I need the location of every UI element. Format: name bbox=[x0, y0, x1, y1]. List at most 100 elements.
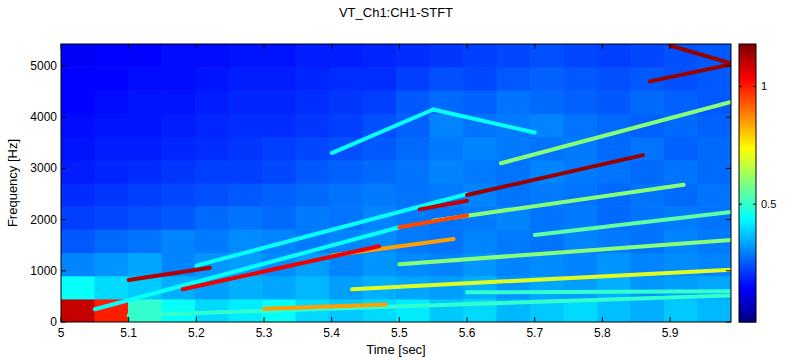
heatmap-cell bbox=[597, 299, 631, 322]
y-tick bbox=[726, 270, 731, 271]
heatmap-cell bbox=[463, 67, 497, 91]
heatmap-cell bbox=[162, 229, 196, 253]
heatmap-cell bbox=[95, 90, 129, 114]
heatmap-cell bbox=[530, 44, 564, 68]
heatmap-cell bbox=[363, 90, 397, 114]
heatmap-cell bbox=[463, 276, 497, 300]
heatmap-cell bbox=[530, 67, 564, 91]
heatmap-cell bbox=[463, 160, 497, 184]
x-tick bbox=[196, 317, 197, 322]
heatmap-cell bbox=[530, 90, 564, 114]
heatmap-cell bbox=[363, 299, 397, 322]
heatmap-cell bbox=[61, 90, 95, 114]
y-tick bbox=[61, 66, 66, 67]
heatmap-cell bbox=[229, 183, 263, 207]
plot-frame bbox=[61, 44, 731, 322]
heatmap-cell bbox=[262, 67, 296, 91]
heatmap-cell bbox=[698, 160, 732, 184]
x-tick bbox=[467, 317, 468, 322]
heatmap-cell bbox=[530, 206, 564, 230]
heatmap-cell bbox=[430, 253, 464, 277]
heatmap-cell bbox=[329, 160, 363, 184]
heatmap-cell bbox=[664, 299, 698, 322]
y-tick bbox=[61, 168, 66, 169]
heatmap-cell bbox=[363, 137, 397, 161]
ridge-line bbox=[399, 240, 731, 264]
x-tick-label: 5.3 bbox=[256, 326, 273, 340]
plot-area bbox=[61, 44, 731, 322]
x-tick-label: 5.1 bbox=[120, 326, 137, 340]
ridge-line bbox=[467, 155, 643, 195]
x-tick bbox=[534, 317, 535, 322]
y-tick bbox=[726, 219, 731, 220]
x-tick bbox=[670, 317, 671, 322]
heatmap-cell bbox=[162, 90, 196, 114]
ridge-line bbox=[670, 46, 731, 64]
x-tick-label: 5.7 bbox=[526, 326, 543, 340]
heatmap-cell bbox=[396, 44, 430, 68]
heatmap-cell bbox=[296, 44, 330, 68]
x-tick bbox=[128, 317, 129, 322]
ridge-line bbox=[183, 246, 379, 289]
heatmap-cell bbox=[430, 44, 464, 68]
heatmap-cell bbox=[162, 137, 196, 161]
heatmap-cell bbox=[363, 67, 397, 91]
colorbar-frame bbox=[739, 44, 756, 322]
heatmap-cell bbox=[597, 90, 631, 114]
heatmap-cell bbox=[698, 183, 732, 207]
ridge-line bbox=[129, 268, 210, 280]
heatmap-cell bbox=[597, 44, 631, 68]
ridge-line bbox=[650, 64, 731, 81]
x-tick bbox=[399, 317, 400, 322]
y-axis-label: Frequency [Hz] bbox=[5, 139, 20, 227]
background bbox=[0, 0, 810, 360]
heatmap-cell bbox=[597, 67, 631, 91]
heatmap-cell bbox=[430, 137, 464, 161]
y-tick-label: 3000 bbox=[30, 161, 57, 175]
x-tick bbox=[196, 44, 197, 49]
heatmap-cell bbox=[128, 160, 162, 184]
heatmap-cell bbox=[61, 114, 95, 138]
heatmap-cell bbox=[61, 160, 95, 184]
x-tick bbox=[467, 44, 468, 49]
heatmap-cell bbox=[631, 229, 665, 253]
heatmap-cell bbox=[597, 253, 631, 277]
heatmap-cell bbox=[296, 90, 330, 114]
heatmap-cell bbox=[262, 160, 296, 184]
ridge-line bbox=[467, 291, 731, 292]
x-tick bbox=[602, 317, 603, 322]
heatmap-cell bbox=[363, 44, 397, 68]
heatmap-cell bbox=[564, 90, 598, 114]
y-tick bbox=[726, 168, 731, 169]
heatmap-cell bbox=[296, 183, 330, 207]
heatmap-cell bbox=[363, 160, 397, 184]
heatmap-cell bbox=[497, 90, 531, 114]
x-tick-label: 5.8 bbox=[594, 326, 611, 340]
heatmap-cell bbox=[195, 90, 229, 114]
heatmap-cell bbox=[597, 276, 631, 300]
heatmap-cell bbox=[262, 276, 296, 300]
heatmap-cell bbox=[430, 67, 464, 91]
heatmap-cell bbox=[195, 229, 229, 253]
heatmap-cell bbox=[329, 67, 363, 91]
heatmap-cell bbox=[128, 183, 162, 207]
heatmap-cell bbox=[229, 67, 263, 91]
x-tick-label: 5.6 bbox=[459, 326, 476, 340]
heatmap-cell bbox=[262, 206, 296, 230]
x-tick bbox=[331, 44, 332, 49]
y-tick bbox=[726, 322, 731, 323]
y-tick bbox=[61, 270, 66, 271]
heatmap-cell bbox=[262, 137, 296, 161]
heatmap-cell bbox=[195, 160, 229, 184]
heatmap-cell bbox=[61, 299, 95, 322]
heatmap-cell bbox=[162, 183, 196, 207]
heatmap-cell bbox=[564, 253, 598, 277]
heatmap-cell bbox=[329, 44, 363, 68]
heatmap-cell bbox=[61, 206, 95, 230]
heatmap-cell bbox=[363, 253, 397, 277]
x-tick bbox=[399, 44, 400, 49]
x-tick bbox=[128, 44, 129, 49]
heatmap-cell bbox=[128, 229, 162, 253]
y-tick bbox=[726, 66, 731, 67]
y-tick-label: 1000 bbox=[30, 264, 57, 278]
